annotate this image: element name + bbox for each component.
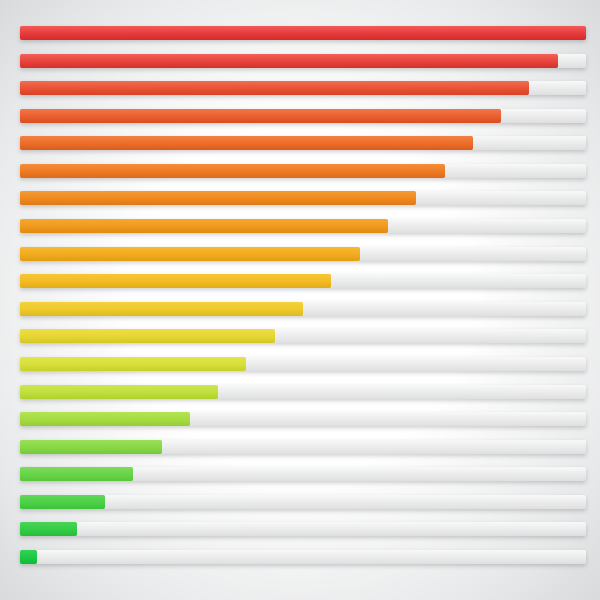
progress-bar: [20, 467, 586, 481]
progress-bar: [20, 26, 586, 40]
progress-bar: [20, 54, 586, 68]
progress-bar: [20, 109, 586, 123]
progress-bar: [20, 522, 586, 536]
progress-fill: [20, 550, 37, 564]
progress-bar: [20, 136, 586, 150]
progress-bar: [20, 81, 586, 95]
progress-fill: [20, 26, 586, 40]
progress-fill: [20, 191, 416, 205]
progress-bar: [20, 550, 586, 564]
progress-fill: [20, 412, 190, 426]
progress-bar: [20, 274, 586, 288]
progress-track: [20, 550, 586, 564]
progress-track: [20, 495, 586, 509]
progress-fill: [20, 302, 303, 316]
progress-fill: [20, 219, 388, 233]
progress-bar: [20, 329, 586, 343]
progress-fill: [20, 54, 558, 68]
progress-track: [20, 522, 586, 536]
progress-fill: [20, 329, 275, 343]
progress-fill: [20, 385, 218, 399]
progress-fill: [20, 136, 473, 150]
progress-bar: [20, 357, 586, 371]
progress-fill: [20, 357, 246, 371]
progress-fill: [20, 247, 360, 261]
progress-fill: [20, 467, 133, 481]
progress-bar: [20, 440, 586, 454]
progress-fill: [20, 522, 77, 536]
progress-bar: [20, 191, 586, 205]
progress-bar: [20, 164, 586, 178]
progress-fill: [20, 81, 529, 95]
progress-bar: [20, 412, 586, 426]
progress-fill: [20, 109, 501, 123]
progress-bar: [20, 302, 586, 316]
progress-fill: [20, 164, 445, 178]
progress-fill: [20, 495, 105, 509]
progress-bar-stack: [20, 26, 586, 564]
progress-bar: [20, 219, 586, 233]
progress-bar: [20, 385, 586, 399]
progress-fill: [20, 274, 331, 288]
progress-fill: [20, 440, 162, 454]
progress-bar: [20, 247, 586, 261]
progress-bar: [20, 495, 586, 509]
